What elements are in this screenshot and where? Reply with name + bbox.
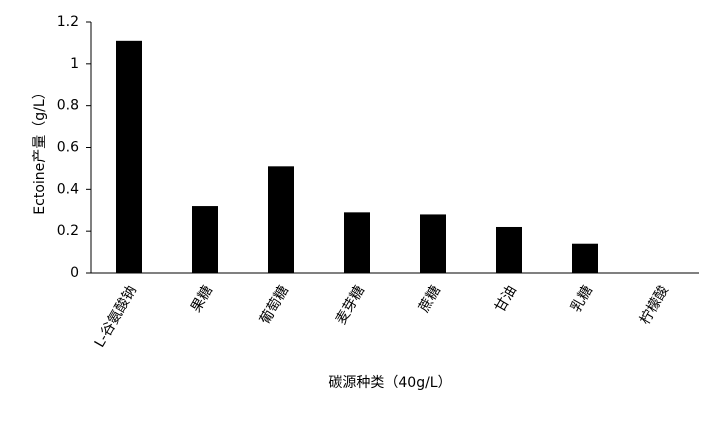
- x-tick-label: 甘油: [492, 283, 520, 315]
- x-tick-label: 柠檬酸: [637, 283, 672, 327]
- bar: [496, 226, 522, 273]
- y-tick-label: 0.8: [57, 98, 79, 114]
- y-tick-label: 0.6: [57, 140, 79, 156]
- bar: [420, 214, 446, 273]
- x-tick-label: 蔗糖: [416, 283, 444, 315]
- x-tick-label: 葡萄糖: [257, 283, 292, 327]
- x-tick-label: 果糖: [188, 283, 216, 315]
- bar: [268, 166, 294, 273]
- bar: [192, 206, 218, 273]
- y-tick-label: 0: [70, 265, 79, 281]
- x-tick-label: 乳糖: [568, 283, 596, 315]
- y-axis-title: Ectoine产量（g/L）: [32, 85, 48, 214]
- y-tick-label: 1.2: [57, 14, 79, 30]
- y-tick-label: 0.4: [57, 181, 79, 197]
- y-tick-label: 0.2: [57, 223, 79, 239]
- y-tick-label: 1: [70, 56, 79, 72]
- bar: [344, 212, 370, 273]
- bar: [572, 243, 598, 273]
- x-tick-label: L-谷氨酸钠: [92, 283, 140, 350]
- bar: [116, 40, 142, 274]
- x-axis-title: 碳源种类（40g/L）: [328, 375, 451, 391]
- x-tick-label: 麦芽糖: [333, 283, 368, 327]
